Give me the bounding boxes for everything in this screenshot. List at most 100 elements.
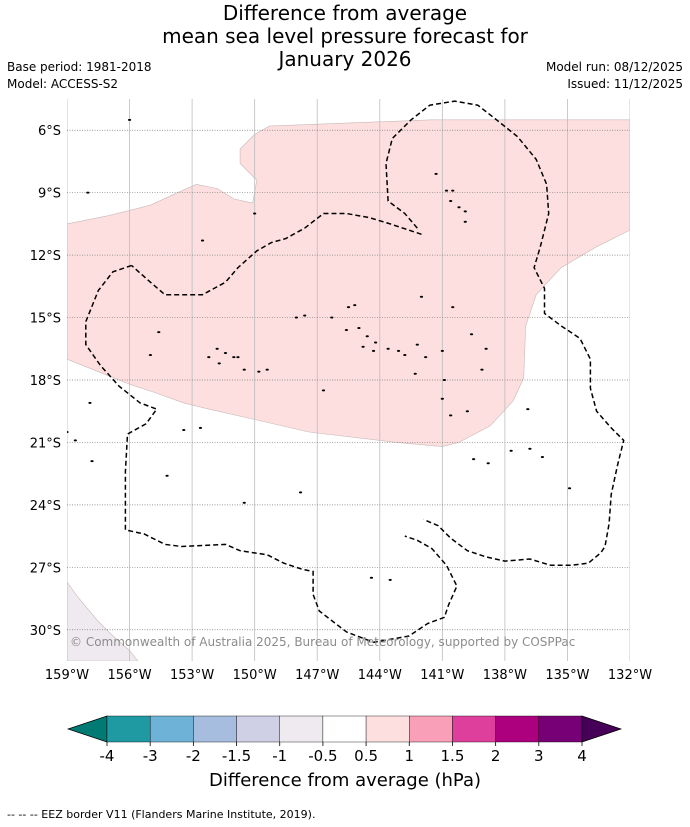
colorbar-tick-label: 1.5 (441, 747, 465, 765)
lat-tick-label: 12°S (30, 249, 61, 264)
island-marker (148, 354, 153, 357)
island-marker (330, 316, 334, 319)
footnote-text: -- -- -- EEZ border V11 (Flanders Marine… (7, 808, 316, 821)
island-marker (442, 379, 447, 381)
island-marker (365, 335, 369, 338)
colorbar-swatch (106, 715, 151, 743)
colorbar-swatch (236, 715, 280, 743)
island-marker (361, 345, 365, 348)
island-marker (424, 356, 428, 359)
lat-tick-label: 21°S (30, 436, 61, 451)
island-marker (374, 341, 378, 344)
island-marker (242, 501, 246, 504)
lon-tick-label: 144°W (358, 668, 402, 683)
colorbar-tick-label: 0.5 (354, 747, 378, 765)
island-marker (509, 449, 513, 452)
meta-right: Model run: 08/12/2025 Issued: 11/12/2025 (546, 59, 683, 93)
copyright-text: © Commonwealth of Australia 2025, Bureau… (70, 635, 575, 649)
island-marker (457, 206, 461, 209)
island-marker (165, 474, 169, 477)
lat-tick-label: 24°S (30, 499, 61, 514)
island-marker (294, 316, 298, 319)
colorbar-swatch (409, 715, 453, 743)
lat-tick-label: 27°S (30, 561, 61, 576)
island-marker (242, 368, 246, 371)
colorbar-extend-low (66, 715, 108, 743)
island-marker (321, 389, 326, 392)
island-marker (217, 362, 221, 365)
lat-tick-label: 30°S (30, 624, 61, 639)
island-marker (353, 304, 357, 307)
island-marker (344, 329, 349, 332)
island-marker (540, 456, 545, 459)
island-marker (472, 458, 476, 461)
lon-tick-label: 141°W (420, 668, 464, 683)
island-marker (440, 349, 444, 352)
colorbar-tick-label: 4 (577, 747, 587, 765)
island-marker (463, 220, 467, 223)
island-marker (223, 351, 228, 354)
island-marker (371, 349, 376, 352)
island-marker (386, 347, 390, 350)
lon-tick-label: 135°W (545, 668, 589, 683)
island-marker (396, 349, 401, 352)
island-marker (403, 354, 407, 357)
island-marker (413, 372, 417, 375)
lat-tick-label: 9°S (38, 187, 61, 202)
island-marker (484, 347, 488, 350)
colorbar-swatch (538, 715, 583, 743)
island-marker (440, 397, 444, 400)
island-marker (388, 578, 392, 581)
eez-border-line (131, 212, 422, 296)
island-marker (182, 428, 186, 431)
colorbar-tick-label: 2 (491, 747, 501, 765)
island-marker (369, 576, 374, 579)
colorbar-swatch (365, 715, 410, 743)
colorbar-tick-label: -3 (143, 747, 158, 765)
island-marker (232, 356, 236, 359)
island-marker (465, 410, 469, 413)
colorbar-tick-label: -0.5 (308, 747, 337, 765)
island-marker (257, 370, 261, 373)
colorbar-tick-label: 1 (404, 747, 414, 765)
island-marker (415, 343, 419, 346)
colorbar-tick-label: -1.5 (222, 747, 251, 765)
lon-tick-label: 132°W (608, 668, 652, 683)
island-marker (127, 118, 132, 121)
colorbar-swatch (495, 715, 540, 743)
island-marker (480, 368, 484, 371)
colorbar-swatch (322, 715, 367, 743)
colorbar-swatch (279, 715, 324, 743)
model-text: Model: ACCESS-S2 (7, 77, 119, 91)
island-marker (253, 212, 257, 215)
colorbar-swatch (193, 715, 237, 743)
island-marker (157, 331, 161, 334)
title-line-2: mean sea level pressure forecast for (162, 24, 528, 48)
island-marker (434, 172, 438, 175)
meta-left: Base period: 1981-2018 Model: ACCESS-S2 (7, 59, 152, 93)
eez-border-line (385, 100, 625, 567)
anomaly-region-0 (67, 119, 630, 447)
island-marker (357, 326, 361, 329)
island-marker (298, 491, 303, 494)
island-marker (486, 462, 490, 465)
chart-title: Difference from average mean sea level p… (0, 2, 690, 71)
island-marker (73, 439, 77, 442)
colorbar-tick-label: -2 (186, 747, 201, 765)
island-marker (469, 333, 474, 336)
map-figure: 6°S 9°S 12°S 15°S 18°S 21°S 24°S 27°S 30°S 159°W… (30, 99, 652, 765)
lat-tick-label: 18°S (30, 374, 61, 389)
colorbar-tick-label: -1 (272, 747, 287, 765)
lon-tick-label: 153°W (170, 668, 214, 683)
island-marker (236, 356, 240, 359)
island-marker (444, 189, 449, 192)
island-marker (86, 191, 90, 194)
island-marker (88, 401, 92, 404)
colorbar-extend-high (581, 715, 623, 743)
island-marker (451, 189, 455, 192)
lat-tick-label: 15°S (30, 312, 61, 327)
island-marker (198, 426, 203, 429)
title-line-1: Difference from average (222, 1, 468, 25)
lon-tick-label: 159°W (45, 668, 89, 683)
lon-tick-label: 147°W (295, 668, 339, 683)
